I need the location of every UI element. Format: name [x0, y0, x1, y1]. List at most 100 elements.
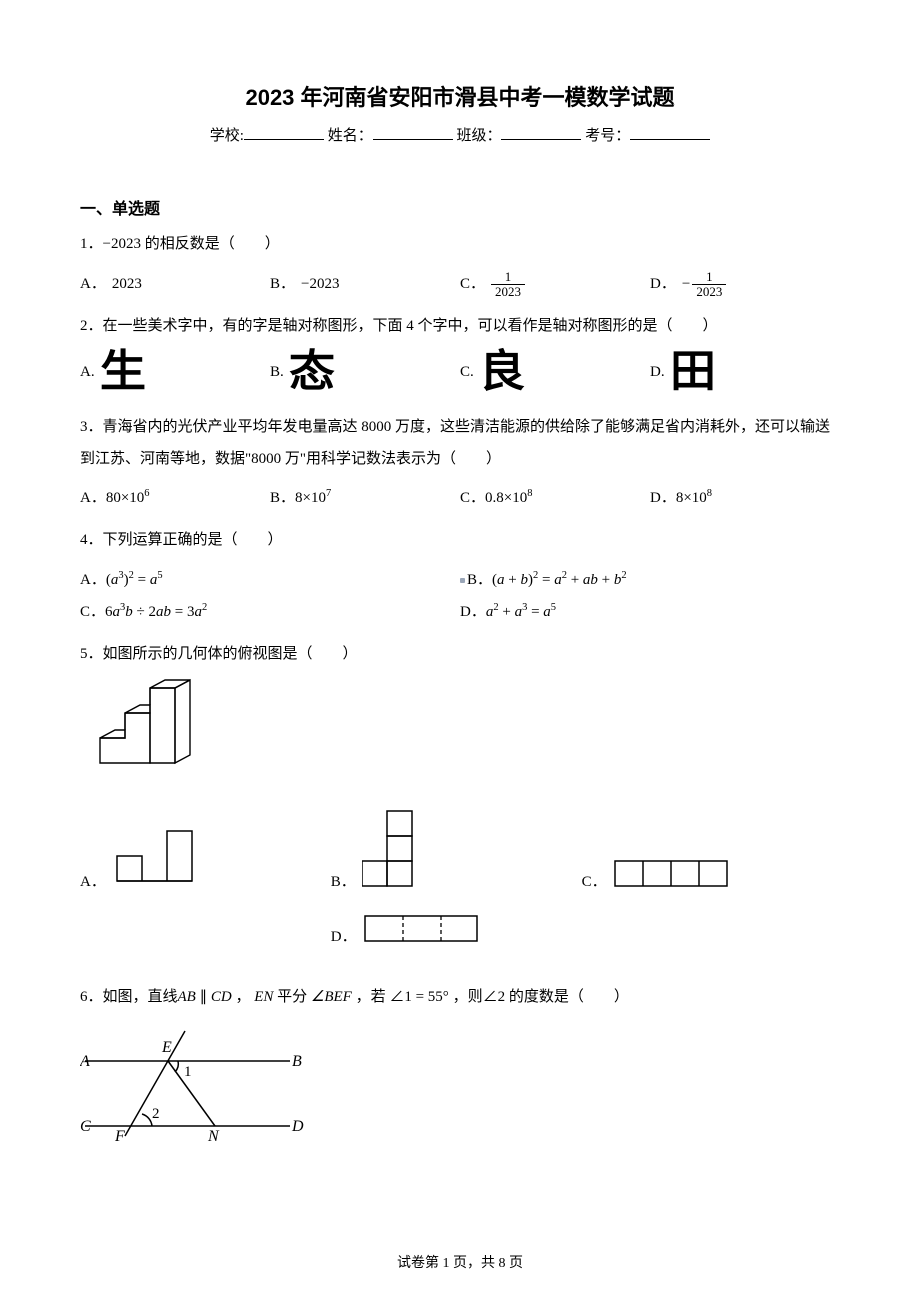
q5-opt-c: C． — [582, 856, 833, 891]
char-sheng: 生 — [99, 350, 145, 394]
q1-a-label: A． — [80, 269, 106, 301]
q6-ang2: ∠2 — [483, 989, 506, 1005]
q5-opt-b: B． — [331, 806, 582, 891]
q4-text: 4．下列运算正确的是（ ） — [80, 525, 840, 557]
q3-opt-c: C．0.8×108 — [460, 483, 650, 515]
q3-b: B．8×107 — [270, 483, 331, 515]
q1-d-label: D． — [650, 269, 676, 301]
q3-d: D．8×108 — [650, 483, 712, 515]
q6-ab: AB — [178, 989, 196, 1005]
q6-cd: CD — [211, 989, 232, 1005]
angle-1: 1 — [184, 1064, 192, 1080]
q2-c-label: C. — [460, 364, 474, 381]
q1-d-den: 2023 — [692, 285, 726, 299]
student-info-line: 学校: 姓名： 班级： 考号： — [80, 124, 840, 145]
q2-opt-c: C. 良 — [460, 350, 650, 394]
q1-opt-c: C． 1 2023 — [460, 269, 650, 301]
q6-ang1: ∠1 = 55° — [389, 989, 448, 1005]
q6-en: EN — [250, 989, 273, 1005]
q1-c-num: 1 — [491, 270, 525, 285]
q2-options: A. 生 B. 态 C. 良 D. 田 — [80, 350, 840, 394]
q4-opt-b: B．(a + b)2 = a2 + ab + b2 — [460, 565, 840, 597]
exam-page: 2023 年河南省安阳市滑县中考一模数学试题 学校: 姓名： 班级： 考号： 一… — [0, 0, 920, 1302]
q1-c-den: 2023 — [491, 285, 525, 299]
q6-text: 6．如图，直线AB ∥ CD ， EN 平分 ∠BEF ，若 ∠1 = 55° … — [80, 982, 840, 1014]
q5-solid-figure — [90, 678, 840, 788]
q1-b-value: −2023 — [301, 269, 339, 301]
q5-opt-d: D． — [331, 911, 582, 946]
q3-text: 3．青海省内的光伏产业平均年发电量高达 8000 万度，这些清洁能源的供给除了能… — [80, 412, 840, 475]
point-a: A — [80, 1053, 90, 1070]
q1-d-num: 1 — [692, 270, 726, 285]
q2-text: 2．在一些美术字中，有的字是轴对称图形，下面 4 个字中，可以看作是轴对称图形的… — [80, 311, 840, 343]
q5-a-icon — [112, 821, 212, 891]
solid-3d-icon — [90, 678, 220, 783]
name-label: 姓名： — [328, 128, 373, 144]
q4-c: C．6a3b ÷ 2ab = 3a2 — [80, 597, 207, 629]
q3-opt-d: D．8×108 — [650, 483, 840, 515]
q1-a-value: 2023 — [112, 269, 142, 301]
char-tian: 田 — [669, 350, 715, 394]
school-label: 学校: — [210, 128, 244, 144]
q3-c: C．0.8×108 — [460, 483, 532, 515]
q5-text: 5．如图所示的几何体的俯视图是（ ） — [80, 639, 840, 671]
q5-b-label: B． — [331, 870, 356, 891]
q5-c-icon — [613, 856, 733, 891]
page-title: 2023 年河南省安阳市滑县中考一模数学试题 — [80, 80, 840, 112]
q2-d-label: D. — [650, 364, 665, 381]
q1-opt-b: B． −2023 — [270, 269, 460, 301]
q5-options: A． B． — [80, 806, 840, 966]
section-1-header: 一、单选题 — [80, 195, 840, 219]
q6-c3: ，则 — [449, 989, 483, 1005]
point-n: N — [207, 1128, 220, 1145]
char-tai: 态 — [289, 350, 335, 394]
q2-opt-d: D. 田 — [650, 350, 840, 394]
q5-d-icon — [363, 911, 483, 946]
point-d: D — [291, 1118, 304, 1135]
q6-bef: ∠BEF — [311, 989, 352, 1005]
q1-c-label: C． — [460, 269, 485, 301]
minus-icon: − — [682, 269, 690, 301]
q5-b-icon — [362, 806, 422, 891]
school-blank[interactable] — [244, 124, 324, 140]
q4-opt-c: C．6a3b ÷ 2ab = 3a2 — [80, 597, 460, 629]
q4-options: A．(a3)2 = a5 B．(a + b)2 = a2 + ab + b2 C… — [80, 565, 840, 629]
q6-c1: ， — [232, 989, 251, 1005]
q3-options: A．80×106 B．8×107 C．0.8×108 D．8×108 — [80, 483, 840, 515]
q6-parallel: ∥ — [196, 989, 211, 1005]
name-blank[interactable] — [373, 124, 453, 140]
q5-d-label: D． — [331, 925, 357, 946]
q1-text: 1．−2023 的相反数是（ ） — [80, 229, 840, 261]
q4-opt-d: D．a2 + a3 = a5 — [460, 597, 840, 629]
angle-2: 2 — [152, 1106, 160, 1122]
q4-b: B．(a + b)2 = a2 + ab + b2 — [467, 565, 627, 597]
q2-a-label: A. — [80, 364, 95, 381]
q5-a-label: A． — [80, 870, 106, 891]
q2-opt-a: A. 生 — [80, 350, 270, 394]
q1-c-fraction: 1 2023 — [491, 270, 525, 300]
point-b: B — [292, 1053, 302, 1070]
q1-b-label: B． — [270, 269, 295, 301]
examno-label: 考号： — [585, 128, 630, 144]
q6-c2: ，若 — [352, 989, 390, 1005]
q3-opt-b: B．8×107 — [270, 483, 460, 515]
footer-text: 试卷第 1 页，共 8 页 — [397, 1256, 523, 1271]
q6-figure: A E B C F N D 1 2 — [80, 1026, 840, 1151]
class-blank[interactable] — [501, 124, 581, 140]
q2-opt-b: B. 态 — [270, 350, 460, 394]
point-c: C — [80, 1118, 91, 1135]
page-footer: 试卷第 1 页，共 8 页 — [0, 1252, 920, 1272]
examno-blank[interactable] — [630, 124, 710, 140]
q1-options: A． 2023 B． −2023 C． 1 2023 D． − 1 2023 — [80, 269, 840, 301]
q6-geometry-icon: A E B C F N D 1 2 — [80, 1026, 310, 1146]
q2-b-label: B. — [270, 364, 284, 381]
class-label: 班级： — [456, 128, 501, 144]
q5-c-label: C． — [582, 870, 607, 891]
point-e: E — [161, 1039, 172, 1056]
q3-a: A．80×106 — [80, 483, 150, 515]
watermark-dot-icon — [460, 578, 465, 583]
q5-opt-a: A． — [80, 821, 331, 891]
q1-d-fraction: 1 2023 — [692, 270, 726, 300]
q1-opt-a: A． 2023 — [80, 269, 270, 301]
q6-bisect: 平分 — [273, 989, 311, 1005]
